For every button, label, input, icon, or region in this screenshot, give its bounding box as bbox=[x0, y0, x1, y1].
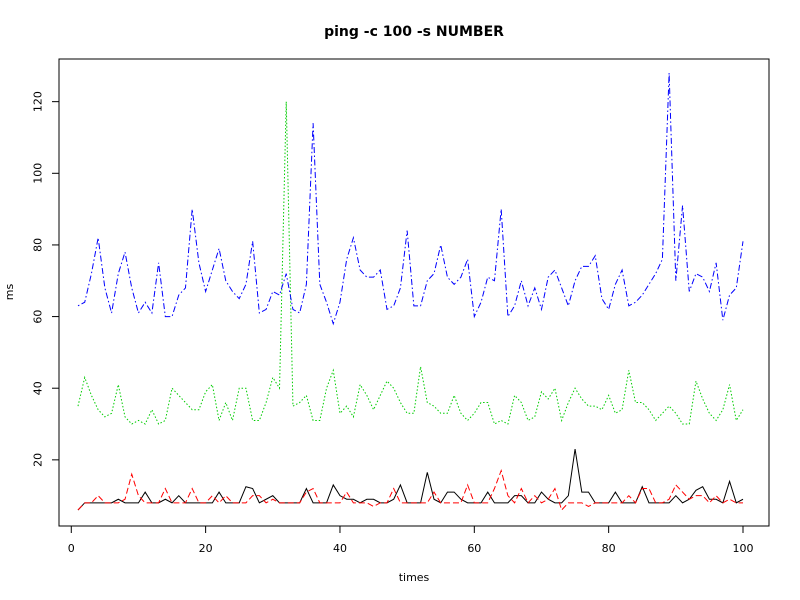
y-tick-label: 40 bbox=[32, 381, 45, 395]
x-axis-label: times bbox=[399, 571, 430, 584]
series-layer bbox=[77, 72, 744, 511]
series-line-3 bbox=[77, 101, 744, 425]
y-tick-label: 100 bbox=[32, 163, 45, 184]
y-tick-label: 80 bbox=[32, 238, 45, 252]
chart-title: ping -c 100 -s NUMBER bbox=[324, 24, 504, 40]
y-axis: 20 40 60 80 100 120 bbox=[32, 91, 60, 467]
x-tick-label: 100 bbox=[733, 542, 754, 555]
series-line-1 bbox=[77, 449, 744, 511]
y-tick-label: 20 bbox=[32, 453, 45, 467]
y-tick-label: 120 bbox=[32, 91, 45, 112]
x-tick-label: 40 bbox=[333, 542, 347, 555]
x-axis: 0 20 40 60 80 100 bbox=[68, 525, 754, 555]
x-tick-label: 20 bbox=[199, 542, 213, 555]
plot-frame bbox=[58, 58, 770, 527]
series-line-4 bbox=[77, 72, 744, 326]
x-tick-label: 60 bbox=[467, 542, 481, 555]
x-tick-label: 0 bbox=[68, 542, 75, 555]
series-line-2 bbox=[77, 468, 743, 511]
x-tick-label: 80 bbox=[602, 542, 616, 555]
y-tick-label: 60 bbox=[32, 310, 45, 324]
y-axis-label: ms bbox=[3, 284, 16, 301]
